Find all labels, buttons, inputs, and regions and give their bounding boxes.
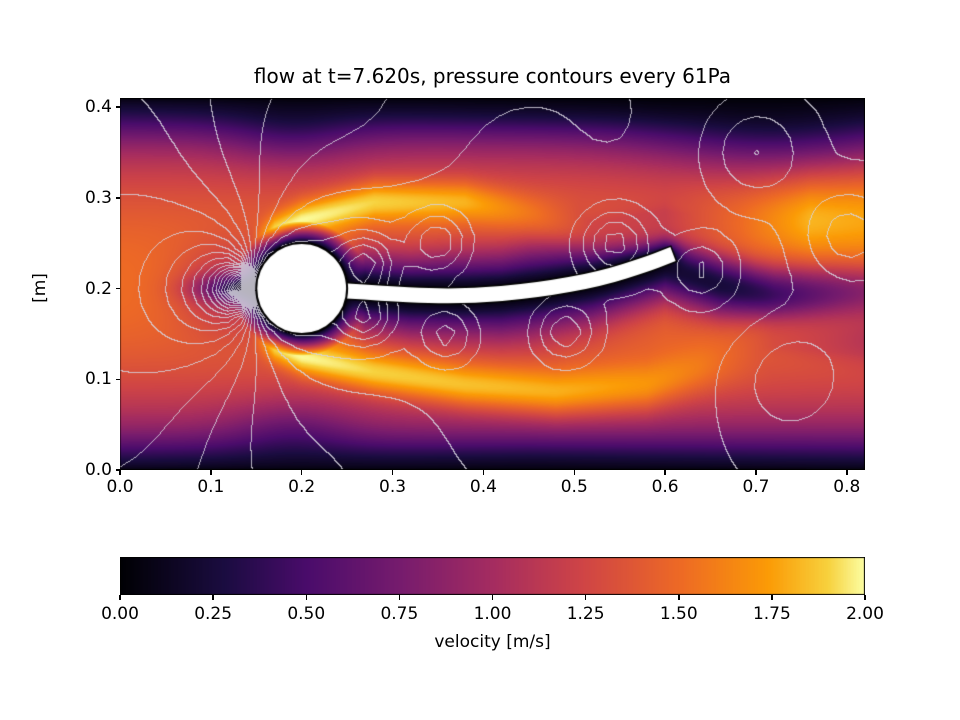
x-tick-label: 0.6 (651, 477, 679, 497)
x-tick-label: 0.5 (560, 477, 588, 497)
y-tick-label: 0.4 (84, 97, 112, 118)
colorbar-tick-label: 0.50 (287, 604, 326, 624)
colorbar-tick-label: 2.00 (846, 604, 884, 624)
colorbar-tick-label: 1.50 (659, 604, 698, 624)
x-tick-label: 0.0 (106, 477, 134, 497)
colorbar-tick-mark (864, 595, 866, 600)
x-tick-label: 0.4 (469, 477, 497, 497)
y-tick-label: 0.2 (84, 278, 112, 299)
colorbar-label: velocity [m/s] (434, 632, 551, 652)
x-tick-mark (846, 470, 848, 475)
x-tick-mark (210, 470, 212, 475)
y-axis-label: [m] (30, 273, 50, 303)
x-tick-label: 0.2 (288, 477, 316, 497)
colorbar-tick-mark (771, 595, 773, 600)
colorbar-tick-mark (119, 595, 121, 600)
colorbar-tick-mark (584, 595, 587, 600)
colorbar-tick-label: 0.25 (194, 604, 233, 624)
y-tick-label: 0.0 (84, 460, 112, 480)
y-tick-label: 0.1 (84, 369, 112, 390)
colorbar-tick-mark (398, 595, 401, 600)
y-tick-mark (115, 287, 120, 290)
flow-heatmap-canvas (120, 98, 865, 470)
y-tick-mark (115, 469, 120, 471)
colorbar-tick-label: 0.00 (101, 604, 139, 624)
x-tick-mark (664, 470, 666, 475)
x-tick-mark (482, 470, 485, 475)
colorbar-tick-mark (678, 595, 680, 600)
x-tick-mark (573, 470, 576, 475)
x-tick-mark (391, 470, 394, 475)
chart-title: flow at t=7.620s, pressure contours ever… (253, 64, 732, 88)
x-tick-label: 0.7 (742, 477, 770, 497)
colorbar-tick-label: 0.75 (380, 604, 419, 624)
colorbar-tick-mark (305, 595, 307, 600)
y-tick-mark (115, 106, 120, 108)
colorbar-canvas (120, 557, 865, 595)
y-tick-label: 0.3 (84, 187, 112, 208)
x-tick-label: 0.3 (379, 477, 407, 497)
x-tick-label: 0.8 (833, 477, 861, 497)
colorbar-tick-mark (491, 595, 494, 600)
x-tick-mark (119, 470, 121, 475)
x-tick-label: 0.1 (197, 477, 225, 497)
colorbar-tick-mark (212, 595, 214, 600)
x-tick-mark (755, 470, 757, 475)
x-tick-mark (300, 470, 303, 475)
y-tick-mark (115, 378, 120, 381)
colorbar-tick-label: 1.75 (752, 604, 791, 624)
y-tick-mark (115, 197, 120, 199)
colorbar-tick-label: 1.25 (566, 604, 605, 624)
colorbar-tick-label: 1.00 (473, 604, 512, 624)
